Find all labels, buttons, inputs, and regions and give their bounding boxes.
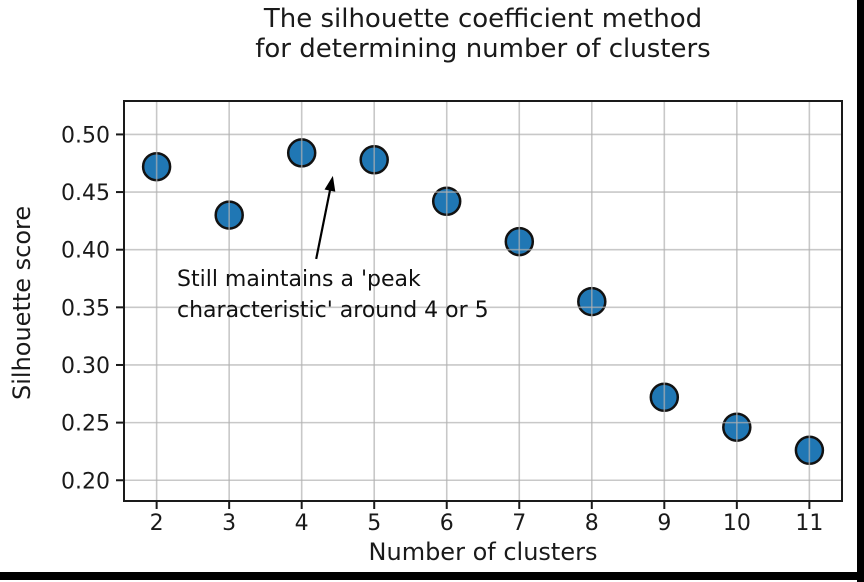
x-tick-label: 9 bbox=[657, 511, 671, 536]
x-tick-label: 8 bbox=[585, 511, 599, 536]
y-tick-label: 0.35 bbox=[61, 296, 110, 321]
y-tick-label: 0.50 bbox=[61, 123, 110, 148]
annotation-arrow-shaft bbox=[315, 187, 332, 260]
x-tick-label: 5 bbox=[367, 511, 381, 536]
annotation-arrow-head bbox=[324, 175, 336, 192]
window-border-bottom bbox=[0, 572, 864, 580]
x-tick-label: 4 bbox=[295, 511, 309, 536]
chart-title: The silhouette coefficient method for de… bbox=[255, 4, 711, 64]
y-tick-label: 0.45 bbox=[61, 181, 110, 206]
y-tick-label: 0.40 bbox=[61, 239, 110, 264]
x-axis-label: Number of clusters bbox=[368, 538, 598, 566]
x-tick-label: 11 bbox=[795, 511, 823, 536]
y-tick-label: 0.25 bbox=[61, 412, 110, 437]
x-tick-label: 6 bbox=[440, 511, 454, 536]
y-axis-label: Silhouette score bbox=[8, 205, 36, 400]
window-border-right bbox=[857, 0, 864, 582]
axes-spines bbox=[123, 100, 843, 502]
x-tick-label: 2 bbox=[150, 511, 164, 536]
y-tick-label: 0.20 bbox=[61, 469, 110, 494]
annotation-text: Still maintains a 'peak characteristic' … bbox=[177, 267, 489, 323]
x-tick-label: 7 bbox=[512, 511, 526, 536]
x-tick-label: 10 bbox=[723, 511, 751, 536]
y-tick-label: 0.30 bbox=[61, 354, 110, 379]
x-tick-label: 3 bbox=[222, 511, 236, 536]
